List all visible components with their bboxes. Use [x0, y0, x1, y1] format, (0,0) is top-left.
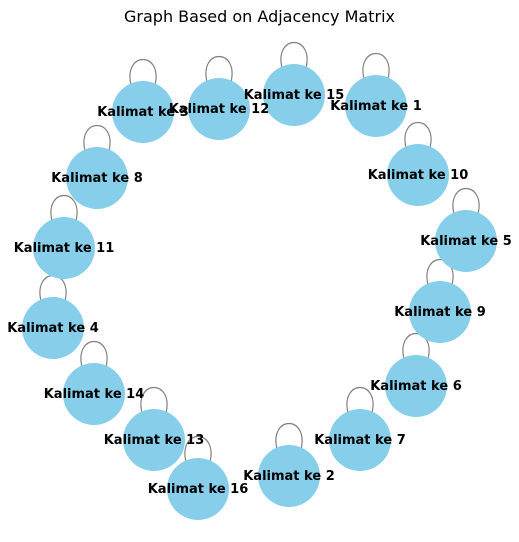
node-layer — [22, 64, 497, 520]
self-loop-edge-6 — [402, 333, 430, 360]
node-label-5: Kalimat ke 5 — [420, 234, 512, 249]
node-label-3: Kalimat ke 3 — [97, 105, 189, 120]
node-label-12: Kalimat ke 12 — [169, 102, 270, 117]
node-7 — [329, 409, 391, 471]
node-11 — [33, 217, 95, 279]
self-loop-edge-15 — [280, 42, 308, 69]
node-label-2: Kalimat ke 2 — [243, 469, 335, 484]
self-loop-edge-10 — [404, 122, 432, 149]
node-14 — [63, 363, 125, 425]
graph-title: Graph Based on Adjacency Matrix — [124, 7, 395, 26]
node-13 — [123, 409, 185, 471]
self-loop-edge-7 — [346, 387, 374, 414]
node-label-10: Kalimat ke 10 — [368, 168, 469, 183]
node-label-14: Kalimat ke 14 — [44, 387, 145, 402]
self-loop-edge-1 — [362, 53, 390, 80]
self-loop-edge-3 — [129, 59, 157, 86]
node-1 — [345, 75, 407, 137]
node-label-4: Kalimat ke 4 — [7, 321, 99, 336]
node-5 — [435, 210, 497, 272]
node-label-8: Kalimat ke 8 — [51, 171, 143, 186]
self-loop-edge-8 — [83, 125, 111, 152]
self-loop-edge-11 — [50, 195, 78, 222]
node-label-7: Kalimat ke 7 — [314, 433, 406, 448]
node-label-13: Kalimat ke 13 — [104, 433, 205, 448]
node-6 — [385, 355, 447, 417]
node-label-1: Kalimat ke 1 — [330, 99, 422, 114]
node-label-9: Kalimat ke 9 — [394, 305, 486, 320]
self-loop-edge-12 — [205, 56, 233, 83]
self-loop-edge-5 — [452, 188, 480, 215]
self-loop-edge-16 — [184, 436, 212, 463]
node-12 — [188, 78, 250, 140]
node-label-16: Kalimat ke 16 — [148, 482, 249, 497]
node-label-6: Kalimat ke 6 — [370, 379, 462, 394]
self-loop-edge-2 — [275, 423, 303, 450]
node-9 — [409, 281, 471, 343]
node-16 — [167, 458, 229, 520]
node-2 — [258, 445, 320, 507]
node-label-15: Kalimat ke 15 — [244, 88, 345, 103]
self-loop-edge-9 — [426, 259, 454, 286]
node-3 — [112, 81, 174, 143]
node-8 — [66, 147, 128, 209]
self-loop-edge-13 — [140, 387, 168, 414]
node-15 — [263, 64, 325, 126]
node-10 — [387, 144, 449, 206]
self-loop-edge-14 — [80, 341, 108, 368]
node-4 — [22, 297, 84, 359]
node-label-11: Kalimat ke 11 — [14, 241, 115, 256]
